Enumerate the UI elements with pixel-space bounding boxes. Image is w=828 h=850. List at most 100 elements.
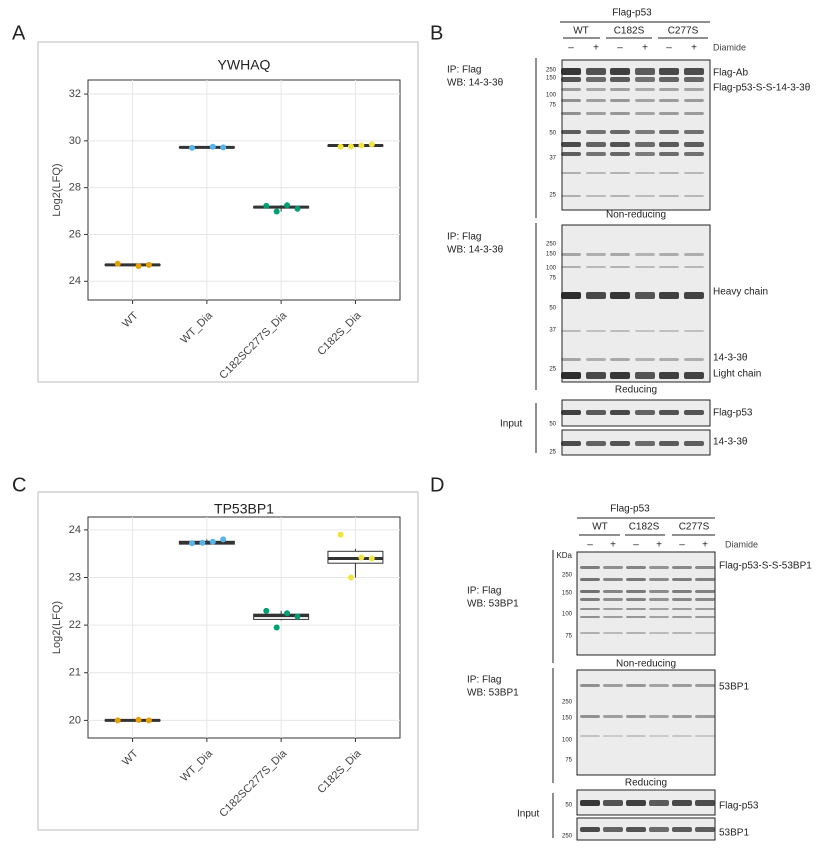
band: [586, 152, 606, 156]
mw-marker: 50: [549, 131, 556, 137]
band: [586, 358, 606, 361]
plot-area: [87, 79, 401, 301]
treatment-label: Diamide: [713, 42, 746, 52]
band: [649, 590, 669, 593]
band-label: Flag-p53-S-S-14-3-3θ: [713, 83, 811, 94]
band: [659, 358, 679, 361]
band: [626, 684, 646, 687]
point: [273, 208, 280, 215]
y-tick-label: 32: [69, 88, 81, 100]
band: [586, 112, 606, 115]
band-label: 53BP1: [719, 682, 749, 693]
band: [580, 715, 600, 718]
band: [561, 410, 581, 415]
band: [659, 152, 679, 156]
y-tick-label: 24: [69, 524, 81, 536]
band: [586, 88, 606, 91]
wb-label: WB: 14-3-3θ: [447, 245, 504, 256]
blot: [576, 669, 716, 776]
y-tick-label: 28: [69, 182, 81, 194]
band: [635, 88, 655, 91]
band: [626, 566, 646, 569]
band: [684, 441, 704, 446]
band: [649, 715, 669, 718]
band: [672, 827, 692, 832]
band: [586, 372, 606, 379]
band: [586, 195, 606, 197]
band: [649, 566, 669, 569]
band: [695, 598, 715, 601]
band: [610, 112, 630, 115]
band: [626, 616, 646, 618]
band: [659, 410, 679, 415]
band: [684, 358, 704, 361]
band: [684, 112, 704, 115]
point: [347, 574, 354, 581]
condition: Reducing: [615, 385, 657, 396]
point: [114, 260, 121, 267]
band-label: 14-3-3θ: [713, 437, 748, 448]
band-label: 14-3-3θ: [713, 353, 748, 364]
band: [586, 292, 606, 299]
band: [684, 88, 704, 91]
band: [649, 800, 669, 806]
band: [684, 77, 704, 82]
band: [635, 253, 655, 256]
band: [603, 827, 623, 832]
input-label: Input: [517, 809, 539, 820]
band: [672, 616, 692, 618]
band: [561, 441, 581, 446]
band: [561, 195, 581, 197]
mw-marker: 100: [562, 738, 573, 744]
band: [610, 358, 630, 361]
band: [610, 441, 630, 446]
band: [659, 372, 679, 379]
band: [635, 152, 655, 156]
band: [626, 578, 646, 581]
treatment: +: [642, 43, 648, 54]
band: [580, 608, 600, 610]
band: [580, 616, 600, 618]
band: [649, 616, 669, 618]
band: [586, 172, 606, 174]
band: [610, 330, 630, 332]
band: [659, 68, 679, 75]
blot-header: Flag-p53: [610, 504, 650, 515]
band: [684, 410, 704, 415]
band: [635, 195, 655, 197]
band: [684, 195, 704, 197]
y-tick-label: 23: [69, 571, 81, 583]
point: [199, 539, 206, 546]
mw-marker: 150: [562, 591, 573, 597]
band: [586, 99, 606, 102]
mw-marker: 25: [549, 193, 556, 199]
treatment: +: [610, 540, 616, 551]
y-tick-label: 24: [69, 275, 81, 287]
band: [610, 99, 630, 102]
point: [220, 144, 227, 151]
band: [561, 112, 581, 115]
mw-marker: 50: [549, 422, 556, 428]
band: [684, 142, 704, 147]
band: [610, 77, 630, 82]
mw-marker: 100: [546, 266, 557, 272]
band: [635, 292, 655, 299]
point: [358, 142, 365, 149]
mw-marker: 100: [562, 612, 573, 618]
band: [561, 142, 581, 147]
band: [603, 578, 623, 581]
band: [635, 142, 655, 147]
input-label: Input: [500, 419, 522, 430]
mw-marker: 250: [562, 573, 573, 579]
point: [263, 607, 270, 614]
mw-marker: 250: [546, 68, 557, 74]
band: [635, 266, 655, 268]
band: [659, 77, 679, 82]
y-tick-label: 26: [69, 228, 81, 240]
treatment: –: [679, 540, 685, 551]
y-tick-label: 22: [69, 619, 81, 631]
chart-title: YWHAQ: [218, 57, 271, 73]
treatment: –: [666, 43, 672, 54]
band: [695, 735, 715, 737]
point: [294, 613, 301, 620]
